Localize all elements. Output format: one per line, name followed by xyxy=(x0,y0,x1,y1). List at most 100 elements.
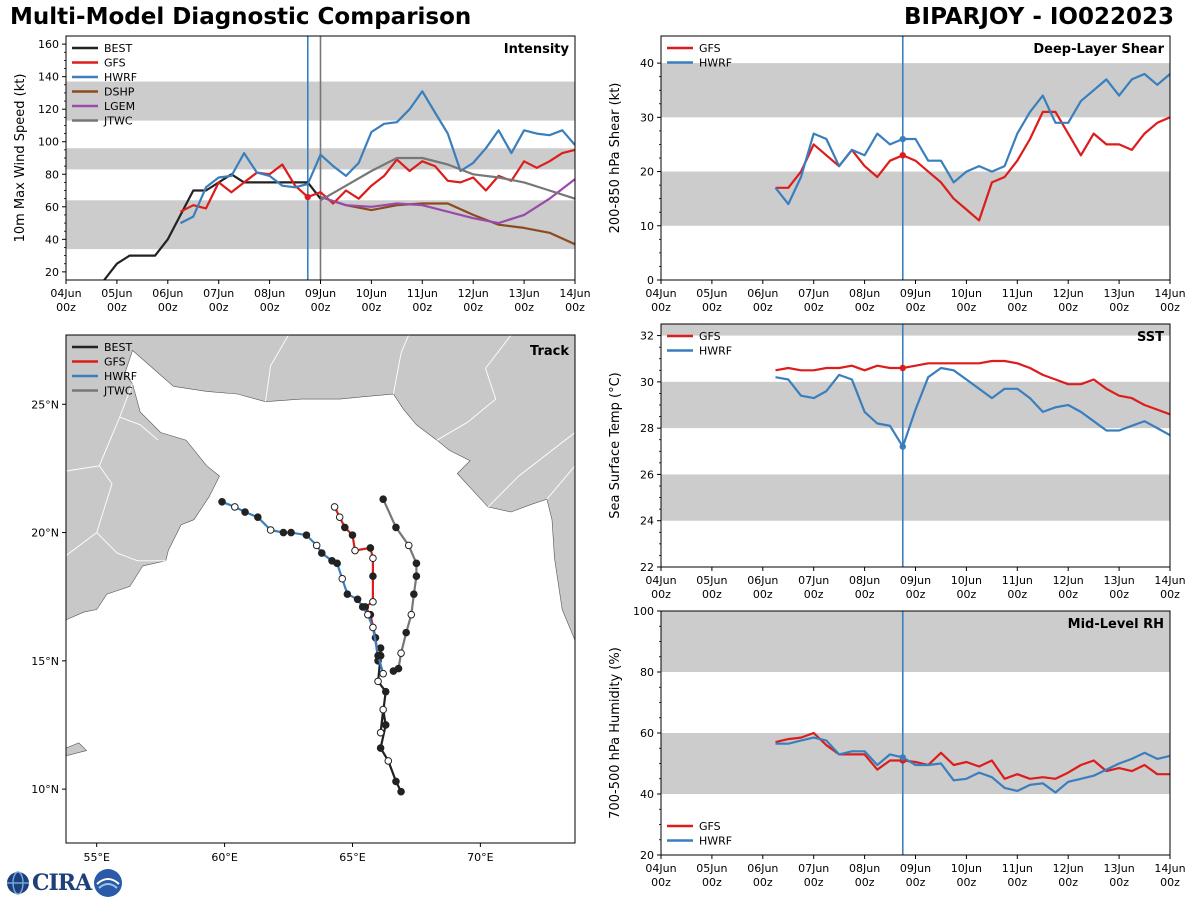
x-tick-label: 00z xyxy=(804,301,824,314)
panel-rh: 2040608010004Jun00z05Jun00z06Jun00z07Jun… xyxy=(608,605,1186,889)
x-tick-label: 04Jun xyxy=(645,574,676,587)
series-hwrf xyxy=(775,366,1170,448)
x-tick-label: 04Jun xyxy=(645,287,676,300)
shaded-band xyxy=(661,611,1170,672)
track-point-gfs xyxy=(348,531,357,539)
track-point-hwrf xyxy=(254,513,262,521)
track-point-hwrf xyxy=(287,528,295,537)
legend-label-hwrf: HWRF xyxy=(104,71,137,84)
track-point-jtwc xyxy=(379,495,387,504)
y-tick-label: 26 xyxy=(640,468,654,481)
map-frame xyxy=(65,334,576,844)
x-tick-label: 08Jun xyxy=(849,287,880,300)
x-tick-label: 00z xyxy=(855,301,875,314)
legend-label-hwrf: HWRF xyxy=(699,345,732,358)
y-tick-label: 40 xyxy=(640,57,654,70)
plot-area xyxy=(661,36,1170,280)
track-point-gfs xyxy=(369,554,377,563)
x-tick-label: 14Jun xyxy=(1154,287,1185,300)
x-tick-label: 00z xyxy=(702,588,722,601)
globe-icon xyxy=(7,871,29,895)
shaded-band xyxy=(661,324,1170,336)
country-border xyxy=(66,465,113,556)
x-tick-label: 11Jun xyxy=(1002,574,1033,587)
x-tick-label: 07Jun xyxy=(203,287,234,300)
series-hwrf xyxy=(775,736,1170,794)
panel-intensity: 2040608010012014016004Jun00z05Jun00z06Ju… xyxy=(13,35,591,314)
y-tick-label: 140 xyxy=(38,71,59,84)
track-point-hwrf xyxy=(343,590,352,598)
track-point-best xyxy=(384,757,393,765)
y-tick-label: 30 xyxy=(640,111,654,124)
panel-title: Intensity xyxy=(504,42,570,57)
y-axis-label: 10m Max Wind Speed (kt) xyxy=(13,74,28,243)
x-tick-label: 10Jun xyxy=(356,287,387,300)
series-lgem xyxy=(320,178,575,225)
lat-tick-label: 20°N xyxy=(31,527,59,540)
track-point-gfs xyxy=(351,546,359,555)
track-point-hwrf xyxy=(369,623,377,632)
x-tick-label: 14Jun xyxy=(559,287,590,300)
x-tick-label: 00z xyxy=(651,301,671,314)
country-border xyxy=(66,383,133,472)
x-tick-label: 00z xyxy=(855,588,875,601)
track-point-jtwc xyxy=(404,541,413,550)
y-tick-label: 20 xyxy=(640,849,654,862)
y-tick-label: 100 xyxy=(38,136,59,149)
lon-tick-label: 55°E xyxy=(83,851,109,864)
track-point-hwrf xyxy=(374,651,382,660)
x-tick-label: 00z xyxy=(1160,301,1180,314)
series-hwrf xyxy=(180,90,575,225)
x-tick-label: 07Jun xyxy=(798,574,829,587)
x-tick-label: 07Jun xyxy=(798,287,829,300)
x-tick-label: 12Jun xyxy=(1053,862,1084,875)
storm-id-title: BIPARJOY - IO022023 xyxy=(904,4,1174,30)
x-tick-label: 11Jun xyxy=(1002,862,1033,875)
shaded-band xyxy=(661,63,1170,118)
x-tick-label: 00z xyxy=(804,876,824,889)
y-tick-label: 160 xyxy=(38,38,59,51)
init-marker-gfs xyxy=(304,193,311,201)
x-tick-label: 00z xyxy=(1160,588,1180,601)
y-tick-label: 80 xyxy=(640,666,654,679)
x-tick-label: 05Jun xyxy=(696,862,727,875)
legend-label-jtwc: JTWC xyxy=(103,115,133,128)
country-border xyxy=(487,432,575,508)
country-border xyxy=(96,532,166,562)
y-axis-label: Sea Surface Temp (°C) xyxy=(608,372,623,519)
figure-title: Multi-Model Diagnostic Comparison xyxy=(10,4,472,30)
track-point-gfs xyxy=(369,572,377,580)
track-jtwc xyxy=(382,498,418,673)
x-tick-label: 07Jun xyxy=(798,862,829,875)
x-tick-label: 04Jun xyxy=(645,862,676,875)
x-tick-label: 00z xyxy=(855,876,875,889)
x-tick-label: 11Jun xyxy=(407,287,438,300)
x-tick-label: 00z xyxy=(565,301,585,314)
x-tick-label: 09Jun xyxy=(900,862,931,875)
panel-title: Deep-Layer Shear xyxy=(1033,42,1164,57)
y-tick-label: 10 xyxy=(640,220,654,233)
series-hwrf xyxy=(774,72,1170,206)
track-point-hwrf xyxy=(353,595,362,604)
x-tick-label: 00z xyxy=(651,588,671,601)
x-tick-label: 06Jun xyxy=(152,287,183,300)
track-point-hwrf xyxy=(379,669,387,678)
x-tick-label: 05Jun xyxy=(101,287,132,300)
legend-label-gfs: GFS xyxy=(104,356,126,369)
legend-label-gfs: GFS xyxy=(104,57,126,70)
y-tick-label: 80 xyxy=(45,168,59,181)
country-border xyxy=(392,335,410,395)
x-tick-label: 00z xyxy=(957,301,977,314)
y-tick-label: 22 xyxy=(640,561,654,574)
x-tick-label: 12Jun xyxy=(1053,287,1084,300)
x-tick-label: 00z xyxy=(1058,588,1078,601)
track-point-jtwc xyxy=(412,559,421,568)
track-point-best xyxy=(376,728,385,737)
y-tick-label: 0 xyxy=(647,274,654,287)
track-point-gfs xyxy=(366,544,375,552)
track-point-best xyxy=(381,687,390,696)
y-tick-label: 100 xyxy=(633,605,654,618)
legend: GFS HWRF xyxy=(667,42,732,70)
x-tick-label: 00z xyxy=(702,301,722,314)
